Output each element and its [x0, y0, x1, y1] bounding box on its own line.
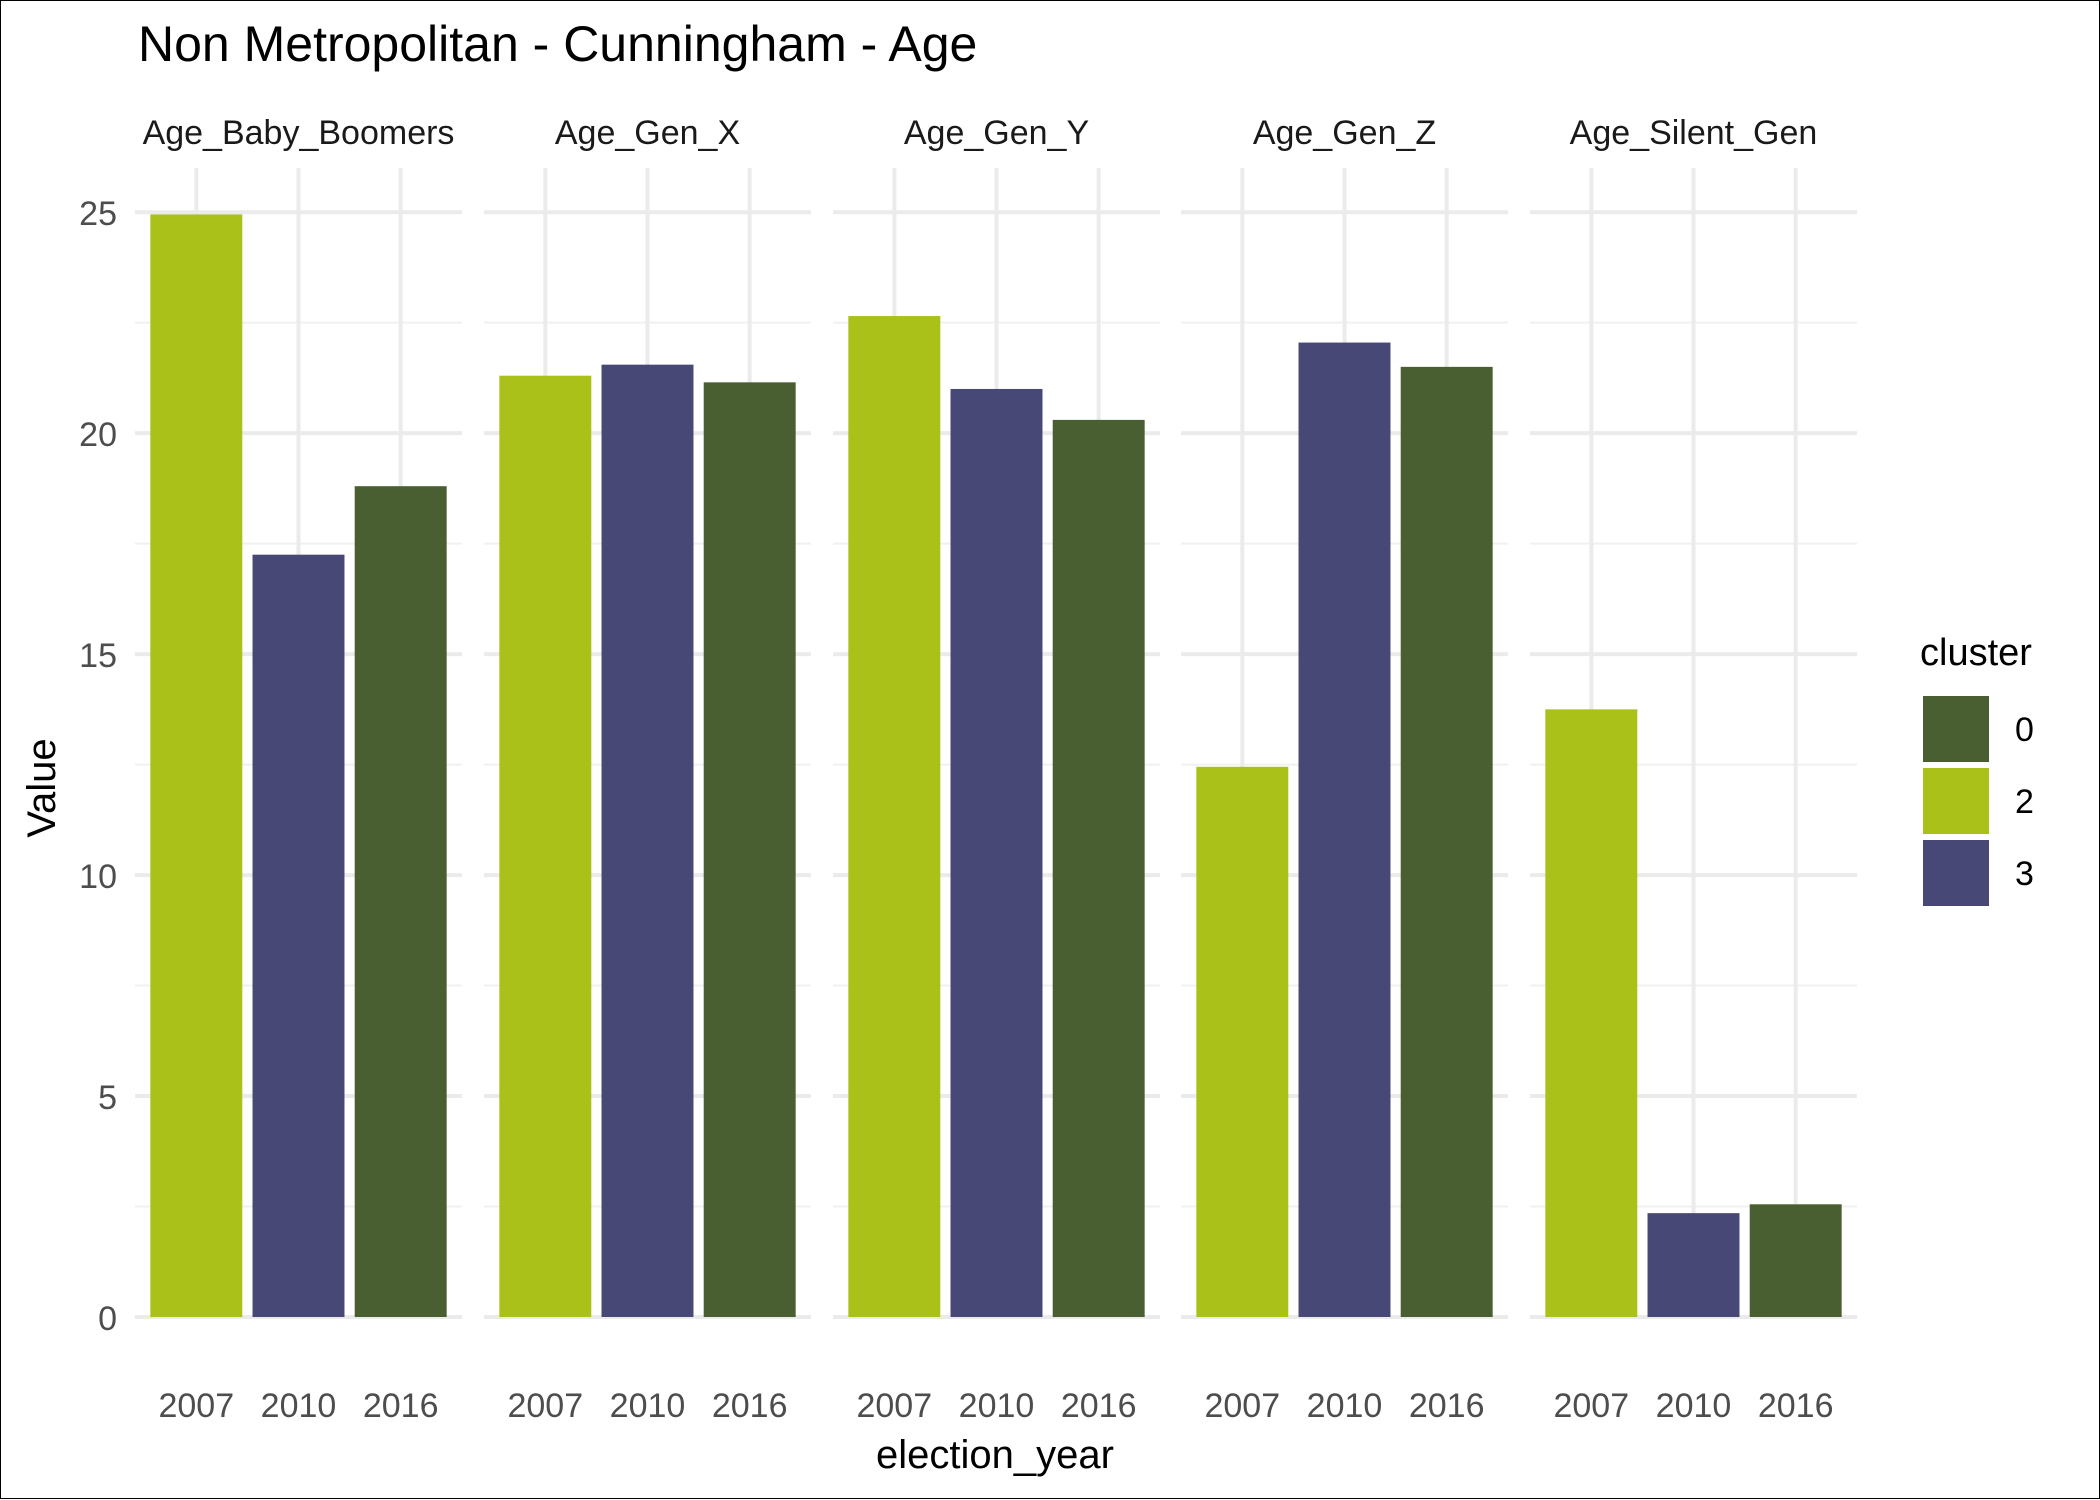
facet-strip-label: Age_Gen_Y: [904, 114, 1089, 152]
facet-panel: Age_Baby_Boomers 2007 2010 2016: [135, 114, 462, 1425]
bar: [848, 316, 941, 1318]
x-tick-label: 2016: [1409, 1387, 1485, 1425]
y-tick-label: 25: [79, 195, 117, 233]
bar: [601, 364, 694, 1317]
x-tick-label: 2010: [1656, 1387, 1732, 1425]
facet-strip-label: Age_Silent_Gen: [1570, 114, 1818, 152]
bar: [1052, 419, 1145, 1318]
x-tick-label: 2016: [363, 1387, 439, 1425]
x-tick-label: 2007: [158, 1387, 234, 1425]
legend-key: [1923, 768, 1989, 834]
x-tick-label: 2010: [610, 1387, 686, 1425]
facet-panel: Age_Gen_Y 2007 2010 2016: [833, 114, 1160, 1425]
bar: [354, 486, 447, 1318]
bar: [252, 554, 345, 1317]
x-tick-label: 2010: [959, 1387, 1035, 1425]
bar: [1647, 1213, 1740, 1317]
x-tick-label: 2016: [712, 1387, 788, 1425]
legend-title: cluster: [1920, 632, 2032, 674]
x-tick-label: 2007: [1204, 1387, 1280, 1425]
facet-strip-label: Age_Gen_Z: [1253, 114, 1436, 152]
x-tick-label: 2007: [856, 1387, 932, 1425]
x-tick-label: 2016: [1061, 1387, 1137, 1425]
legend-key: [1923, 840, 1989, 906]
x-axis-label: election_year: [876, 1433, 1114, 1477]
bar: [150, 214, 243, 1318]
x-tick-label: 2010: [1307, 1387, 1383, 1425]
bar: [1298, 342, 1391, 1318]
y-tick-label: 0: [98, 1300, 117, 1338]
bar: [499, 375, 592, 1317]
facet-panel: Age_Gen_Z 2007 2010 2016: [1181, 114, 1508, 1425]
facet-strip-label: Age_Baby_Boomers: [143, 114, 455, 152]
x-tick-label: 2007: [507, 1387, 583, 1425]
y-axis-label: Value: [20, 738, 64, 837]
y-tick-label: 20: [79, 416, 117, 454]
bar: [1545, 709, 1638, 1317]
x-tick-label: 2010: [261, 1387, 337, 1425]
facet-strip-label: Age_Gen_X: [555, 114, 740, 152]
legend-label: 2: [2015, 783, 2034, 821]
bar: [703, 382, 796, 1317]
x-tick-label: 2016: [1758, 1387, 1834, 1425]
legend-key: [1923, 696, 1989, 762]
chart-title: Non Metropolitan - Cunningham - Age: [138, 16, 977, 72]
y-tick-label: 15: [79, 637, 117, 675]
facet-panel: Age_Silent_Gen 2007 2010 2016: [1530, 114, 1857, 1425]
bar: [1400, 366, 1493, 1318]
bar: [950, 388, 1043, 1317]
x-tick-label: 2007: [1553, 1387, 1629, 1425]
facet-panel: Age_Gen_X 2007 2010 2016: [484, 114, 811, 1425]
bar: [1196, 766, 1289, 1317]
legend-label: 0: [2015, 711, 2034, 749]
bar: [1749, 1204, 1842, 1317]
legend: cluster 0 2 3: [1920, 632, 2034, 906]
y-tick-label: 5: [98, 1079, 117, 1117]
y-tick-label: 10: [79, 858, 117, 896]
legend-label: 3: [2015, 855, 2034, 893]
